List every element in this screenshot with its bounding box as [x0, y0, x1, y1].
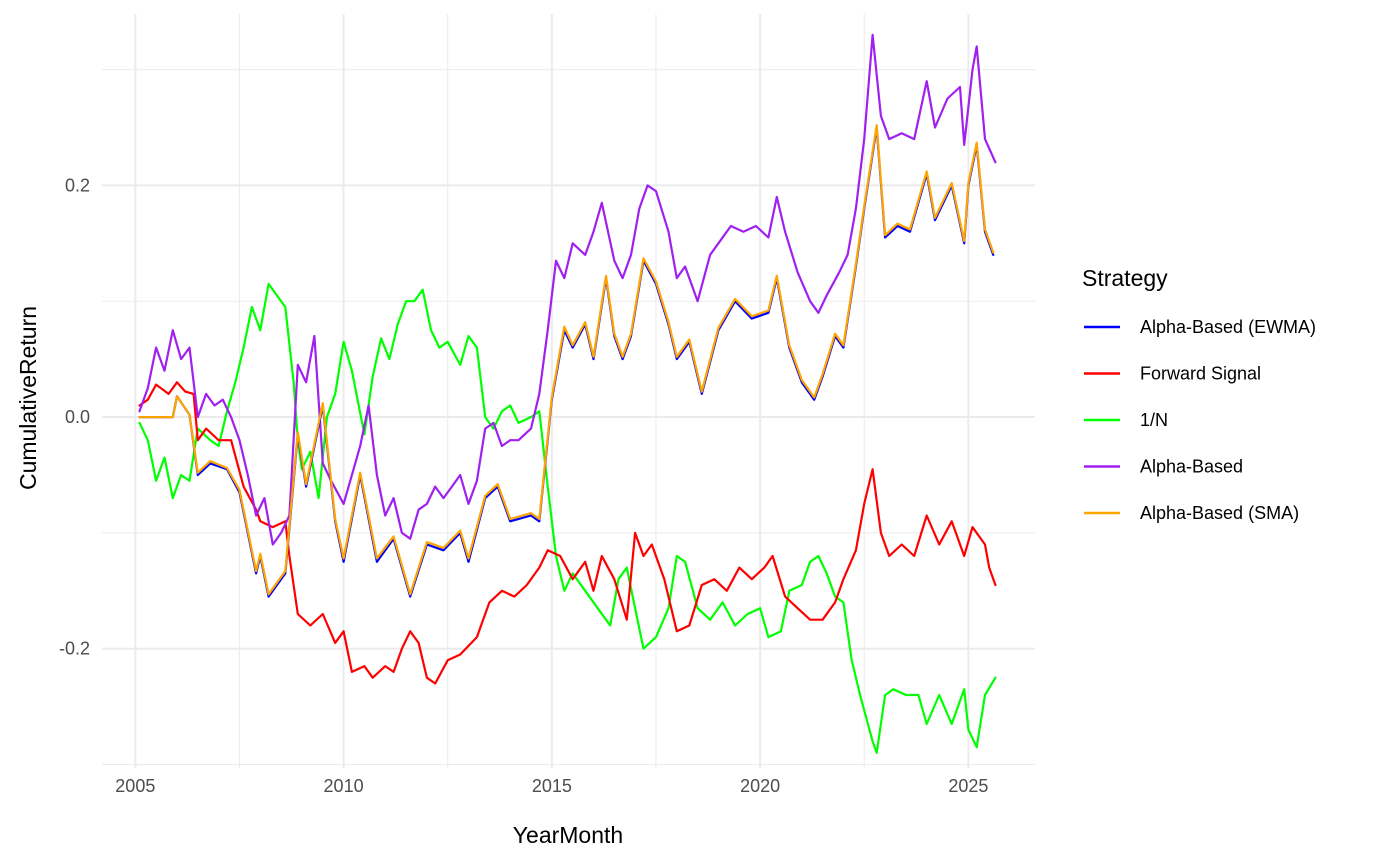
legend-entry: Alpha-Based	[1084, 457, 1243, 477]
x-axis-ticks: 2005 2010 2015 2020 2025	[115, 776, 988, 796]
legend-entry: Forward Signal	[1084, 364, 1261, 384]
x-tick-label: 2015	[532, 776, 572, 796]
x-tick-label: 2010	[324, 776, 364, 796]
legend-entry: Alpha-Based (SMA)	[1084, 503, 1299, 523]
grid	[102, 14, 1035, 768]
legend-label: 1/N	[1140, 410, 1168, 430]
y-tick-label: 0.0	[65, 407, 90, 427]
y-axis-ticks: -0.2 0.0 0.2	[59, 175, 90, 658]
y-axis-title: CumulativeReturn	[15, 306, 41, 490]
legend-entry: 1/N	[1084, 410, 1168, 430]
y-tick-label: 0.2	[65, 175, 90, 195]
x-axis-title: YearMonth	[513, 822, 623, 848]
y-tick-label: -0.2	[59, 639, 90, 659]
x-tick-label: 2025	[948, 776, 988, 796]
legend-label: Alpha-Based (EWMA)	[1140, 317, 1316, 337]
x-tick-label: 2005	[115, 776, 155, 796]
series-lines	[138, 33, 997, 754]
legend-entry: Alpha-Based (EWMA)	[1084, 317, 1316, 337]
legend-label: Alpha-Based	[1140, 457, 1243, 477]
legend-label: Alpha-Based (SMA)	[1140, 503, 1299, 523]
series-line-forward-signal	[138, 381, 997, 685]
series-line-alpha-based	[138, 33, 997, 546]
legend-label: Forward Signal	[1140, 364, 1261, 384]
legend-title: Strategy	[1082, 265, 1168, 291]
series-line-alpha-based-sma	[138, 124, 995, 596]
legend: Strategy Alpha-Based (EWMA) Forward Signa…	[1082, 265, 1316, 523]
x-tick-label: 2020	[740, 776, 780, 796]
